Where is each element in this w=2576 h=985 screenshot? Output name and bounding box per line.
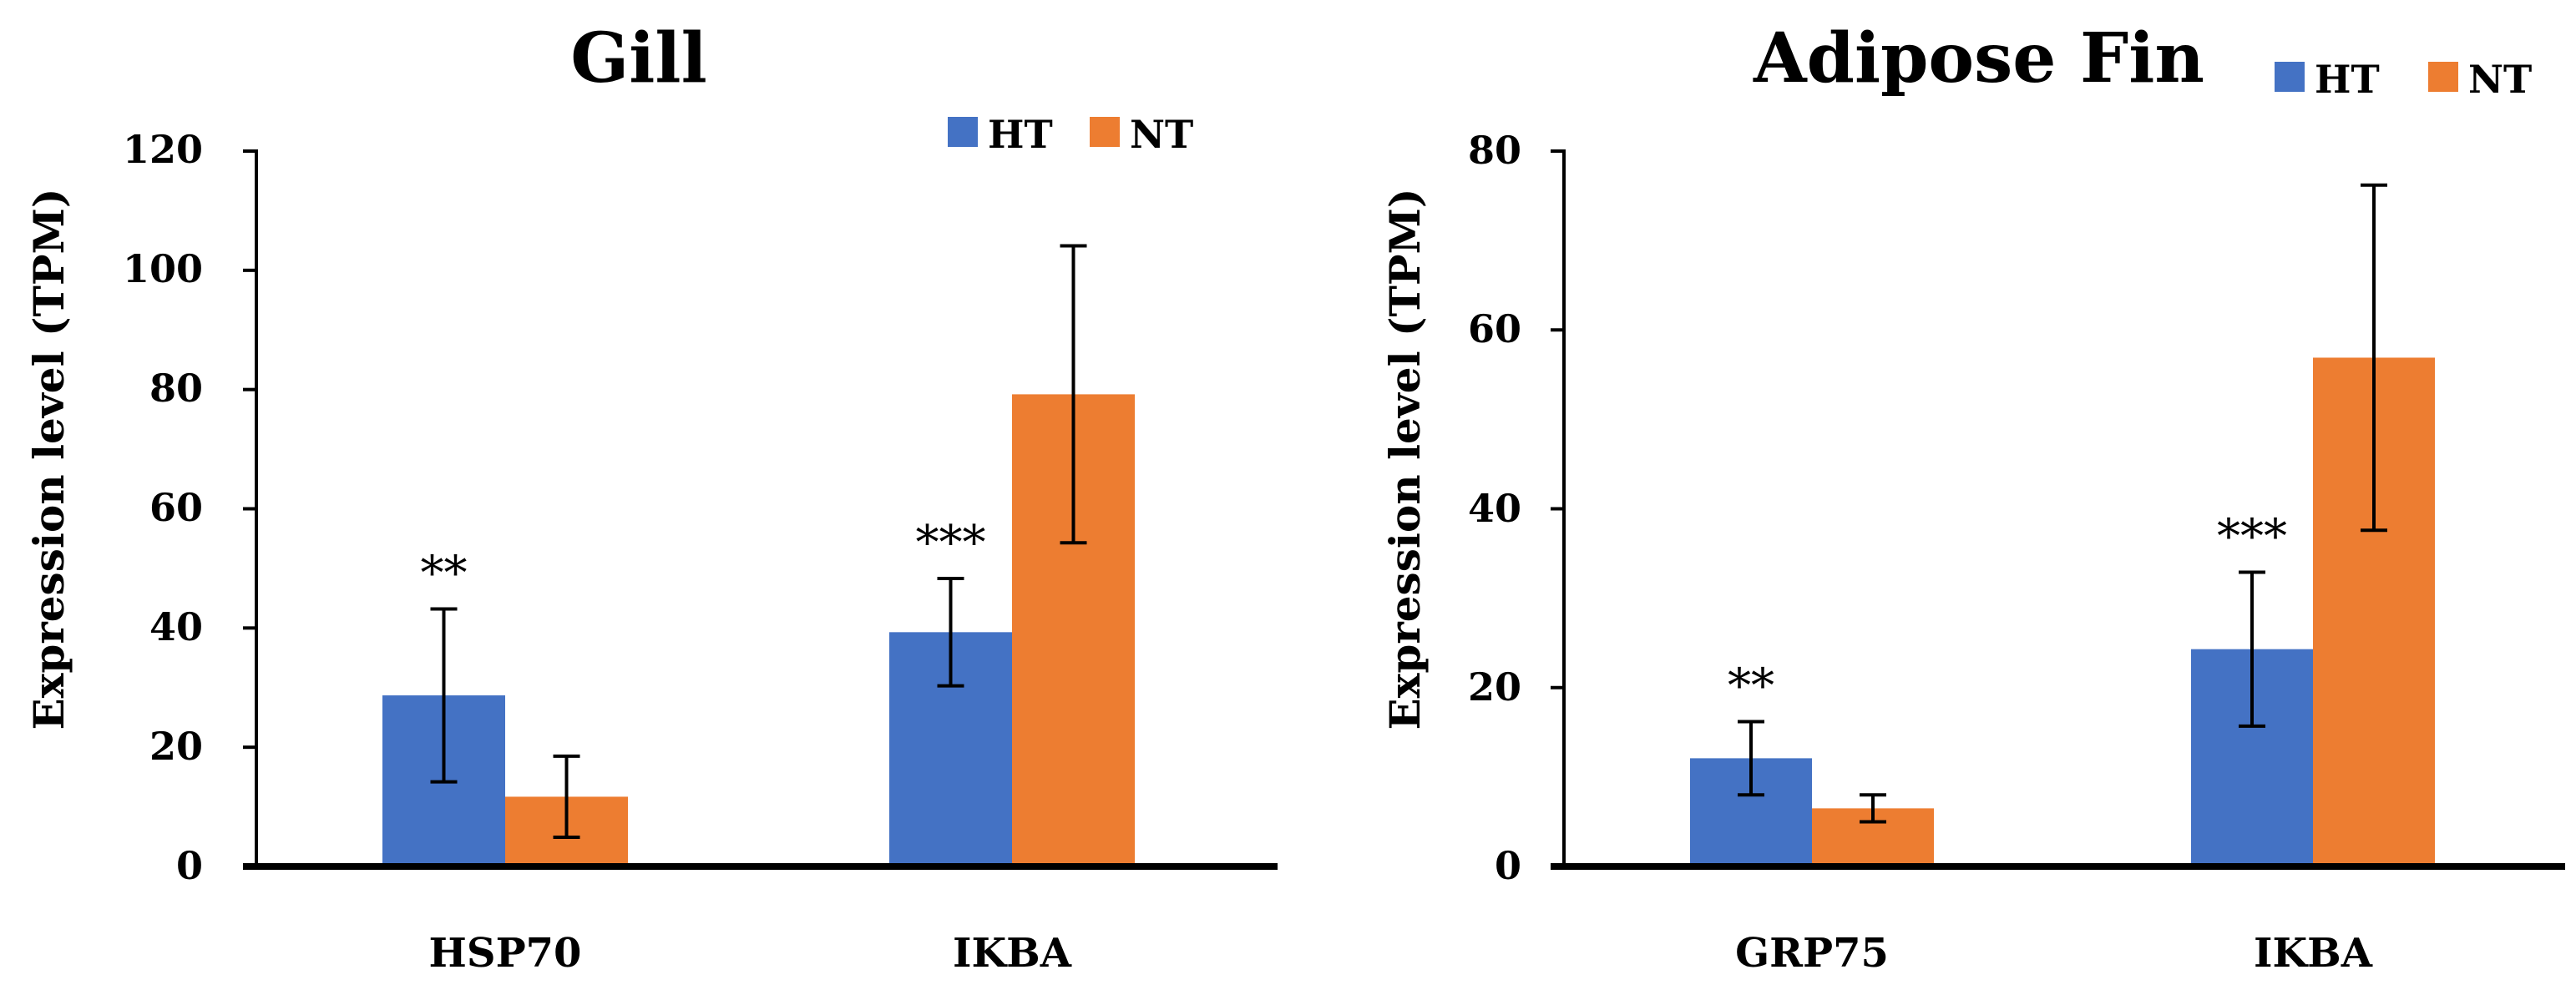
adipose-fin-error-bar-nt-ikba	[2361, 183, 2387, 533]
adipose-fin-chart: Adipose Fin Expression level (TPM) HT NT…	[1380, 18, 2565, 977]
gill-category-label-hsp70: HSP70	[429, 930, 582, 977]
adipose-fin-error-bar-ht-grp75	[1738, 720, 1764, 797]
gill-legend-nt-label: NT	[1130, 112, 1193, 157]
adipose-fin-legend-ht-swatch	[2275, 62, 2305, 92]
gill-y-tick-label: 100	[123, 246, 203, 291]
gill-error-bar-ht-hsp70	[430, 607, 458, 784]
gill-x-categories: HSP70 IKBA	[429, 930, 1072, 977]
gill-error-bar-nt-ikba	[1060, 244, 1087, 545]
adipose-fin-significance-marks: ** ***	[1728, 510, 2287, 714]
gill-error-bar-nt-hsp70	[553, 754, 580, 840]
gill-legend-ht-label: HT	[988, 112, 1053, 157]
adipose-fin-significance-ikba: ***	[2217, 510, 2287, 564]
adipose-fin-significance-grp75: **	[1728, 659, 1774, 713]
adipose-fin-legend: HT NT	[2275, 57, 2532, 102]
adipose-fin-error-bar-nt-grp75	[1860, 793, 1886, 824]
gill-legend-ht-swatch	[948, 117, 978, 147]
adipose-fin-y-tick-label: 80	[1468, 128, 1521, 173]
gill-y-ticks: 0 20 40 60 80 100 120	[123, 127, 203, 888]
gill-plot-area	[243, 149, 1278, 870]
adipose-fin-legend-nt-swatch	[2428, 62, 2458, 92]
adipose-fin-category-label-grp75: GRP75	[1735, 930, 1889, 977]
gill-legend-nt-swatch	[1090, 117, 1120, 147]
gill-y-tick-label: 80	[149, 366, 203, 411]
gill-y-axis-label: Expression level (TPM)	[24, 189, 73, 730]
adipose-fin-legend-nt-label: NT	[2468, 57, 2532, 102]
gill-chart: Gill Expression level (TPM) HT NT 0 20 4…	[24, 18, 1278, 977]
adipose-fin-y-tick-label: 0	[1495, 843, 1521, 888]
gill-y-tick-label: 0	[176, 843, 203, 888]
adipose-fin-y-tick-label: 40	[1468, 486, 1521, 531]
gill-y-tick-label: 20	[149, 724, 203, 769]
gill-significance-marks: ** ***	[421, 516, 986, 600]
adipose-fin-category-label-ikba: IKBA	[2254, 930, 2373, 977]
adipose-fin-y-tick-label: 20	[1468, 664, 1521, 710]
adipose-fin-x-categories: GRP75 IKBA	[1735, 930, 2373, 977]
adipose-fin-error-bar-ht-ikba	[2239, 570, 2265, 728]
gill-significance-hsp70: **	[421, 546, 468, 600]
adipose-fin-y-ticks: 0 20 40 60 80	[1468, 128, 1521, 888]
gill-category-label-ikba: IKBA	[953, 930, 1072, 977]
gill-y-tick-label: 120	[123, 127, 203, 172]
gill-y-tick-label: 60	[149, 485, 203, 530]
adipose-fin-title: Adipose Fin	[1753, 18, 2204, 98]
gill-y-tick-label: 40	[149, 604, 203, 649]
gill-significance-ikba: ***	[916, 516, 986, 570]
adipose-fin-y-axis-label: Expression level (TPM)	[1380, 189, 1430, 730]
adipose-fin-legend-ht-label: HT	[2315, 57, 2380, 102]
adipose-fin-y-tick-label: 60	[1468, 306, 1521, 351]
gill-title: Gill	[570, 18, 706, 98]
gill-legend: HT NT	[948, 112, 1193, 157]
gill-error-bar-ht-ikba	[937, 577, 964, 688]
adipose-fin-plot-area	[1551, 149, 2565, 870]
